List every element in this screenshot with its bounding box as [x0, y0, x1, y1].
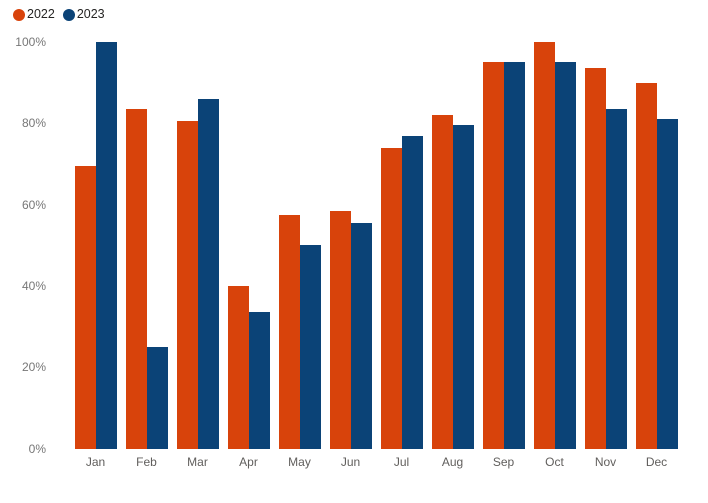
bar-2023-nov[interactable] [605, 109, 627, 449]
bar-2022-aug[interactable] [431, 115, 453, 449]
y-axis-tick-label: 0% [28, 441, 46, 456]
bar-2023-aug[interactable] [452, 125, 474, 449]
bar-2023-apr[interactable] [248, 312, 270, 449]
y-axis-tick-label: 100% [15, 35, 46, 49]
bar-2023-sep[interactable] [503, 62, 525, 449]
bar-2022-apr[interactable] [227, 285, 249, 449]
y-axis-tick-label: 80% [21, 116, 46, 131]
bar-2023-mar[interactable] [197, 98, 219, 449]
x-axis-label-oct: Oct [545, 454, 564, 469]
bar-2023-jan[interactable] [95, 42, 117, 449]
x-axis-label-sep: Sep [492, 454, 515, 469]
x-axis-label-nov: Nov [594, 454, 617, 469]
category-group-oct: Oct [529, 42, 580, 469]
bar-2022-dec[interactable] [635, 82, 657, 449]
category-group-mar: Mar [172, 42, 223, 469]
category-group-dec: Dec [631, 42, 682, 469]
bar-2022-nov[interactable] [584, 68, 606, 449]
bar-2022-sep[interactable] [482, 62, 504, 449]
x-axis-label-dec: Dec [645, 454, 668, 469]
bar-2022-jul[interactable] [380, 147, 402, 449]
category-group-apr: Apr [223, 42, 274, 469]
bar-2022-oct[interactable] [533, 42, 555, 449]
y-axis-tick-label: 20% [21, 360, 46, 375]
legend-circle-icon [62, 8, 75, 21]
x-axis-label-jul: Jul [393, 454, 410, 469]
legend-label: 2022 [27, 7, 55, 21]
category-group-jun: Jun [325, 42, 376, 469]
legend-item-2022[interactable]: 2022 [13, 7, 55, 22]
x-axis-label-apr: Apr [239, 454, 258, 469]
plot-area: Jan Feb Mar Apr May Jun Jul Aug Sep Oct Nov Dec [70, 42, 682, 469]
x-axis-label-jan: Jan [85, 454, 106, 469]
category-group-may: May [274, 42, 325, 469]
legend-item-2023[interactable]: 2023 [62, 7, 105, 22]
bar-2023-may[interactable] [299, 245, 321, 449]
category-group-nov: Nov [580, 42, 631, 469]
x-axis-label-jun: Jun [340, 454, 361, 469]
category-group-aug: Aug [427, 42, 478, 469]
category-group-feb: Feb [121, 42, 172, 469]
x-axis-label-feb: Feb [136, 454, 157, 469]
x-axis-label-may: May [288, 454, 311, 469]
chart-legend: 2022 2023 [13, 7, 105, 22]
bar-2022-mar[interactable] [176, 121, 198, 449]
y-axis-tick-label: 40% [21, 278, 46, 293]
category-group-sep: Sep [478, 42, 529, 469]
legend-label: 2023 [76, 7, 105, 21]
category-group-jan: Jan [70, 42, 121, 469]
bar-2022-may[interactable] [278, 214, 300, 449]
bar-2023-jun[interactable] [350, 222, 372, 449]
category-group-jul: Jul [376, 42, 427, 469]
bar-2022-jun[interactable] [329, 210, 351, 449]
y-axis-tick-label: 60% [21, 197, 46, 212]
bar-2023-jul[interactable] [401, 135, 423, 449]
bar-2022-jan[interactable] [74, 165, 96, 449]
bar-2023-oct[interactable] [554, 62, 576, 449]
legend-circle-icon [13, 8, 25, 21]
x-axis-label-mar: Mar [187, 454, 208, 469]
bar-2023-feb[interactable] [146, 346, 168, 449]
x-axis-label-aug: Aug [441, 454, 464, 469]
bar-2023-dec[interactable] [656, 119, 678, 449]
bar-2022-feb[interactable] [125, 109, 147, 449]
